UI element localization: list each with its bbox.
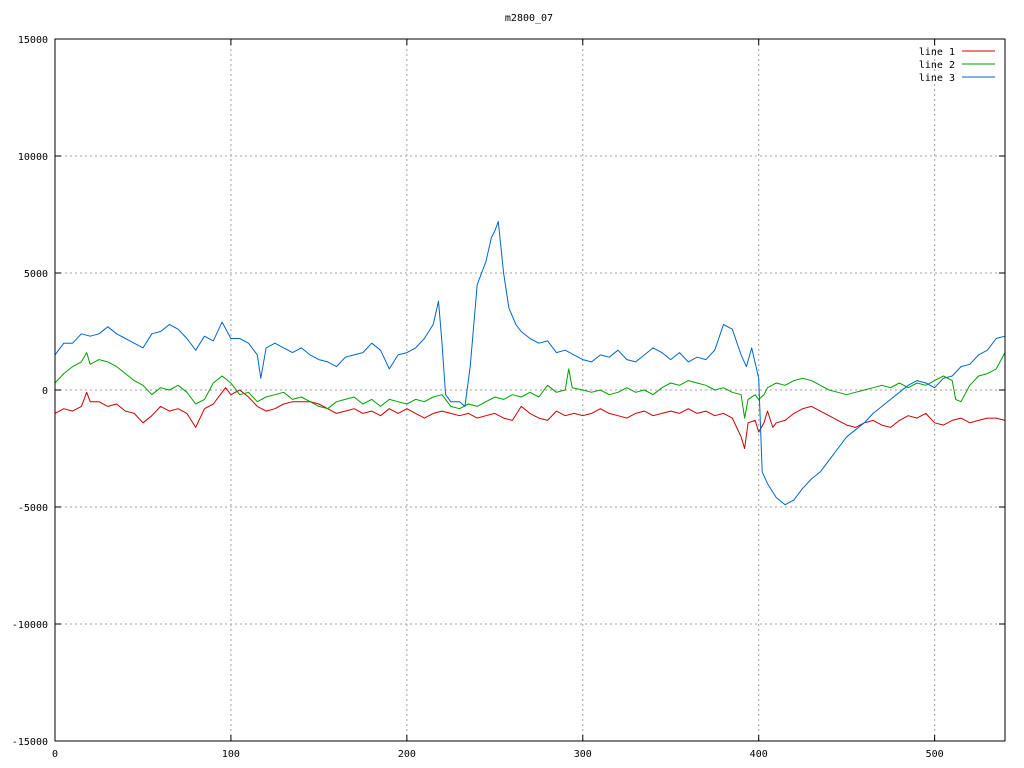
series-line-2	[54, 352, 1006, 419]
x-tick-label: 100	[222, 749, 240, 760]
y-tick-label: -5000	[18, 503, 48, 514]
plot-frame	[54, 38, 1006, 742]
legend-label-2: line 2	[919, 60, 955, 71]
y-tick-label: 0	[42, 386, 48, 397]
x-tick-label: 0	[52, 749, 58, 760]
series-lines	[54, 221, 1006, 506]
chart-title: m2800_07	[505, 13, 553, 24]
x-tick-label: 500	[926, 749, 944, 760]
y-tick-label: 5000	[24, 269, 48, 280]
y-tick-label: -15000	[12, 737, 48, 748]
legend: line 1 line 2 line 3	[919, 47, 995, 84]
series-line-1	[54, 387, 1006, 449]
series-line-3	[54, 221, 1006, 506]
legend-label-3: line 3	[919, 73, 955, 84]
y-tick-label: 10000	[18, 152, 48, 163]
legend-label-1: line 1	[919, 47, 955, 58]
y-tick-label: -10000	[12, 620, 48, 631]
x-tick-label: 300	[574, 749, 592, 760]
x-tick-label: 400	[750, 749, 768, 760]
y-tick-label: 15000	[18, 35, 48, 46]
grid-lines	[55, 39, 1005, 741]
x-tick-label: 200	[398, 749, 416, 760]
